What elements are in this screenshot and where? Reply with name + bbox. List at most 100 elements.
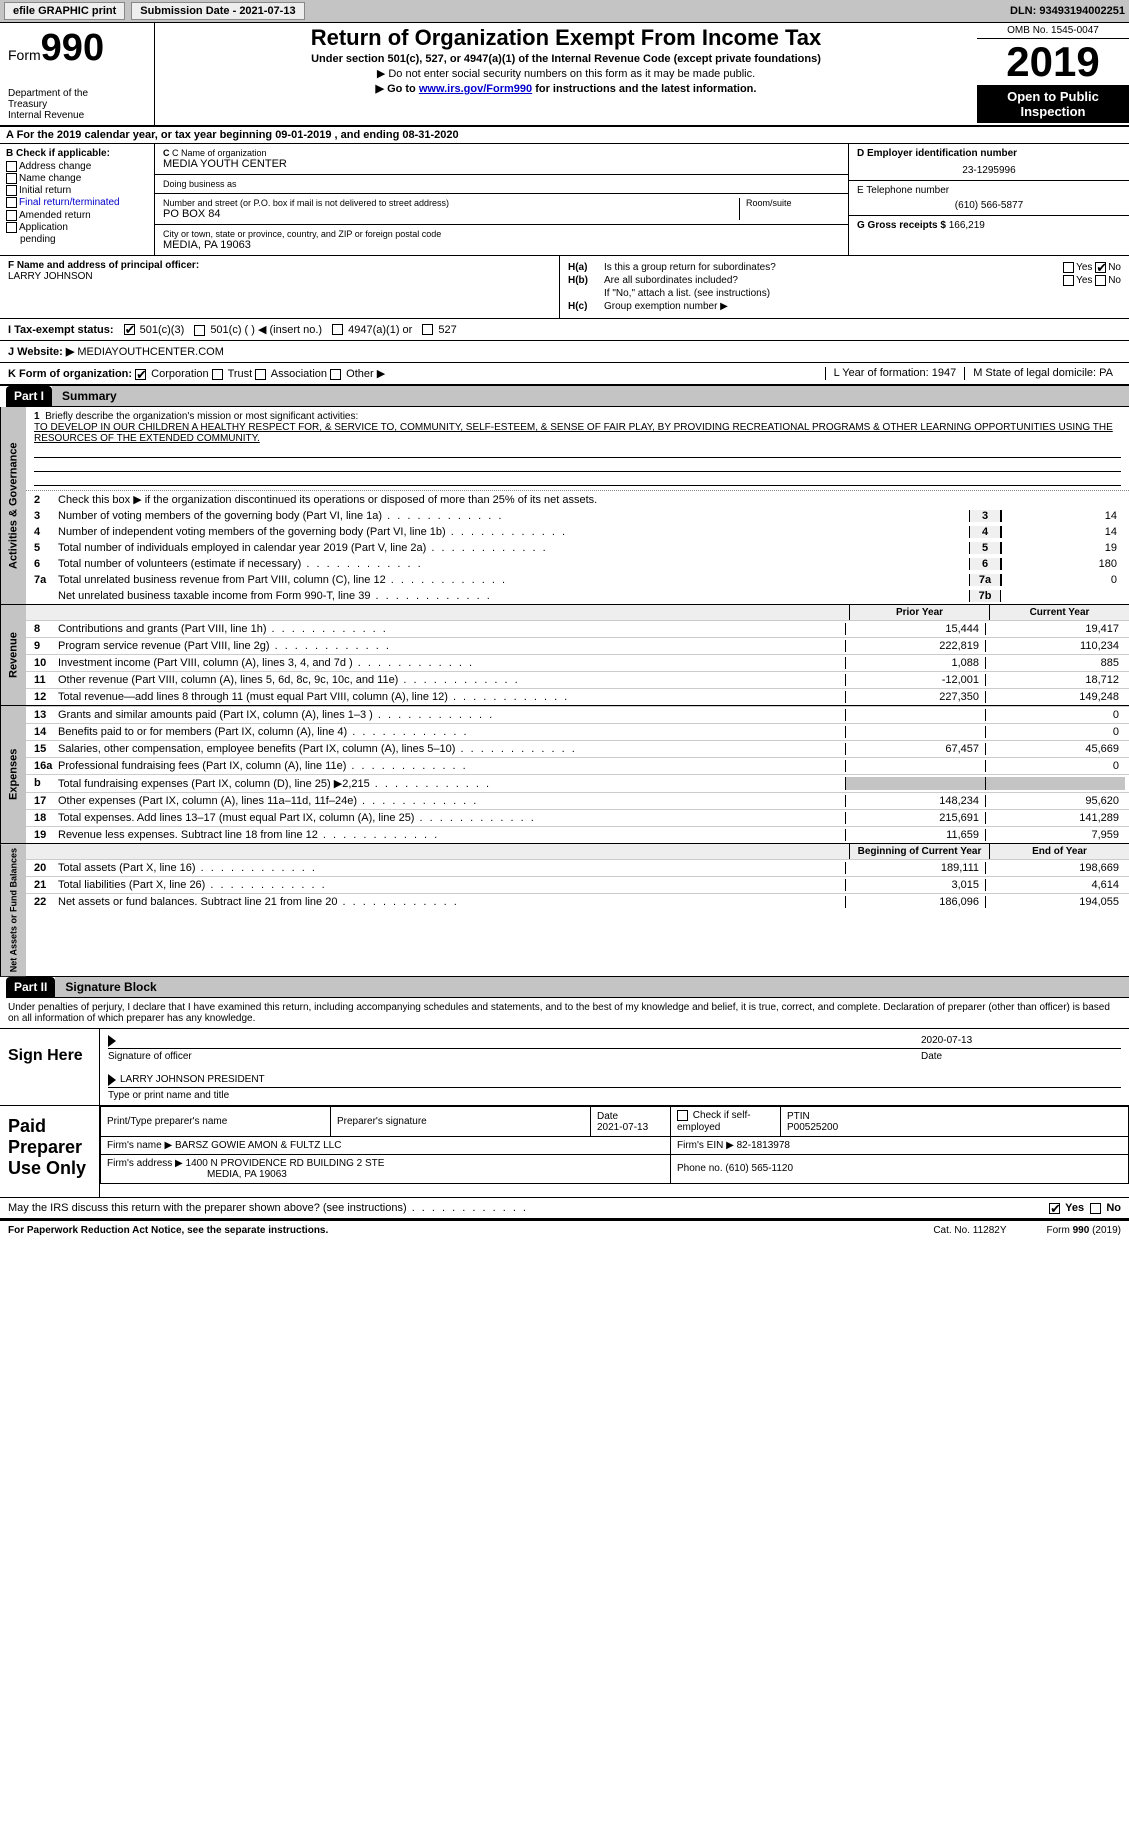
cb-discuss-yes[interactable] <box>1049 1203 1060 1214</box>
ag-line: 4Number of independent voting members of… <box>26 524 1129 540</box>
row-i: I Tax-exempt status: 501(c)(3) 501(c) ( … <box>0 319 1129 341</box>
part1-header: Part I <box>6 386 52 407</box>
cb-final-return[interactable]: Final return/terminated <box>6 197 148 208</box>
open-public: Open to Public Inspection <box>977 85 1129 123</box>
ag-line: 6Total number of volunteers (estimate if… <box>26 556 1129 572</box>
mission-text: TO DEVELOP IN OUR CHILDREN A HEALTHY RES… <box>34 422 1113 444</box>
hc-text: Group exemption number ▶ <box>604 301 1121 312</box>
fin-line: 8Contributions and grants (Part VIII, li… <box>26 620 1129 637</box>
addr-cell: Number and street (or P.O. box if mail i… <box>155 194 848 225</box>
org-form-label: K Form of organization: <box>8 368 132 380</box>
cb-address-change[interactable]: Address change <box>6 161 148 172</box>
discuss-row: May the IRS discuss this return with the… <box>0 1198 1129 1219</box>
cb-assoc[interactable] <box>255 369 266 380</box>
section-bcde: B Check if applicable: Address change Na… <box>0 144 1129 256</box>
form-title: Return of Organization Exempt From Incom… <box>161 25 971 51</box>
header-left: Form990 Department of the Treasury Inter… <box>0 23 155 125</box>
perjury-declaration: Under penalties of perjury, I declare th… <box>0 998 1129 1029</box>
arrow-icon <box>108 1035 116 1047</box>
fin-line: 10Investment income (Part VIII, column (… <box>26 654 1129 671</box>
cb-initial-return[interactable]: Initial return <box>6 185 148 196</box>
form-header: Form990 Department of the Treasury Inter… <box>0 23 1129 127</box>
col-c: C C Name of organization MEDIA YOUTH CEN… <box>155 144 849 255</box>
header-right: OMB No. 1545-0047 2019 Open to Public In… <box>977 23 1129 125</box>
officer-typed: LARRY JOHNSON PRESIDENT <box>120 1074 265 1086</box>
fin-line: 21Total liabilities (Part X, line 26)3,0… <box>26 876 1129 893</box>
q1: 1 Briefly describe the organization's mi… <box>26 407 1129 491</box>
arrow-icon <box>108 1074 116 1086</box>
dept-line3: Internal Revenue <box>8 110 146 121</box>
h-note: If "No," attach a list. (see instruction… <box>604 288 1121 299</box>
state-domicile: M State of legal domicile: PA <box>964 367 1121 380</box>
cb-trust[interactable] <box>212 369 223 380</box>
fin-line: 19Revenue less expenses. Subtract line 1… <box>26 826 1129 843</box>
sign-here-body: 2020-07-13 Signature of officerDate LARR… <box>100 1029 1129 1105</box>
hb-label: H(b) <box>568 275 604 286</box>
footer-mid: Cat. No. 11282Y <box>933 1225 1006 1236</box>
prep-sig-label: Preparer's signature <box>331 1107 591 1136</box>
fin-line: 14Benefits paid to or for members (Part … <box>26 723 1129 740</box>
sig-date: 2020-07-13 <box>921 1035 1121 1047</box>
cb-4947[interactable] <box>332 324 343 335</box>
city-cell: City or town, state or province, country… <box>155 225 848 255</box>
hb-text: Are all subordinates included? <box>604 275 1063 286</box>
website-label: J Website: ▶ <box>8 346 74 358</box>
dept-line2: Treasury <box>8 99 146 110</box>
firm-addr2: MEDIA, PA 19063 <box>107 1169 287 1180</box>
paid-preparer-label: Paid Preparer Use Only <box>0 1106 100 1197</box>
cb-501c[interactable] <box>194 325 205 336</box>
hc-label: H(c) <box>568 301 604 312</box>
fin-line: bTotal fundraising expenses (Part IX, co… <box>26 774 1129 792</box>
part1-exp: Expenses 13Grants and similar amounts pa… <box>0 706 1129 844</box>
sign-here-row: Sign Here 2020-07-13 Signature of office… <box>0 1029 1129 1106</box>
fin-line: 11Other revenue (Part VIII, column (A), … <box>26 671 1129 688</box>
fin-line: 18Total expenses. Add lines 13–17 (must … <box>26 809 1129 826</box>
efile-button[interactable]: efile GRAPHIC print <box>4 2 125 20</box>
form-subtitle: Under section 501(c), 527, or 4947(a)(1)… <box>161 53 971 65</box>
submission-button[interactable]: Submission Date - 2021-07-13 <box>131 2 304 20</box>
na-header: Beginning of Current YearEnd of Year <box>26 844 1129 859</box>
cb-name-change[interactable]: Name change <box>6 173 148 184</box>
irs-link[interactable]: www.irs.gov/Form990 <box>419 83 532 95</box>
col-h: H(a)Is this a group return for subordina… <box>560 256 1129 318</box>
dba-cell: Doing business as <box>155 175 848 194</box>
ha-label: H(a) <box>568 262 604 273</box>
cb-527[interactable] <box>422 324 433 335</box>
cb-app-pending[interactable]: Application <box>6 222 148 233</box>
rev-header: Prior YearCurrent Year <box>26 605 1129 620</box>
cb-other[interactable] <box>330 369 341 380</box>
phone-value: (610) 566-5877 <box>857 196 1121 211</box>
cb-pending: pending <box>6 234 148 245</box>
sign-here-label: Sign Here <box>0 1029 100 1105</box>
fin-line: 15Salaries, other compensation, employee… <box>26 740 1129 757</box>
cb-corp[interactable] <box>135 369 146 380</box>
form-sub2: ▶ Do not enter social security numbers o… <box>161 67 971 80</box>
part1-na: Net Assets or Fund Balances Beginning of… <box>0 844 1129 977</box>
year-formation: L Year of formation: 1947 <box>825 367 965 380</box>
cb-discuss-no[interactable] <box>1090 1203 1101 1214</box>
cb-amended[interactable]: Amended return <box>6 210 148 221</box>
row-k: K Form of organization: Corporation Trus… <box>0 363 1129 386</box>
city-state-zip: MEDIA, PA 19063 <box>163 239 840 251</box>
officer-label: F Name and address of principal officer: <box>8 260 199 271</box>
self-emp-label: Check if self-employed <box>677 1111 751 1133</box>
part2-title: Signature Block <box>55 977 1129 998</box>
part2-header: Part II <box>6 977 55 998</box>
fin-line: 13Grants and similar amounts paid (Part … <box>26 706 1129 723</box>
date-label: Date <box>921 1051 1121 1062</box>
footer-left: For Paperwork Reduction Act Notice, see … <box>8 1225 328 1236</box>
ag-line: Net unrelated business taxable income fr… <box>26 588 1129 604</box>
firm-name: BARSZ GOWIE AMON & FULTZ LLC <box>175 1140 342 1151</box>
preparer-table: Print/Type preparer's name Preparer's si… <box>100 1106 1129 1183</box>
dept-line1: Department of the <box>8 88 146 99</box>
form-sub3b: for instructions and the latest informat… <box>532 83 756 95</box>
q2: 2Check this box ▶ if the organization di… <box>26 491 1129 508</box>
paid-preparer-row: Paid Preparer Use Only Print/Type prepar… <box>0 1106 1129 1198</box>
part1-ag: Activities & Governance 1 Briefly descri… <box>0 407 1129 605</box>
cb-501c3[interactable] <box>124 324 135 335</box>
fin-line: 9Program service revenue (Part VIII, lin… <box>26 637 1129 654</box>
fin-line: 16aProfessional fundraising fees (Part I… <box>26 757 1129 774</box>
col-b-header: B Check if applicable: <box>6 148 148 159</box>
fin-line: 12Total revenue—add lines 8 through 11 (… <box>26 688 1129 705</box>
vtab-expenses: Expenses <box>0 706 26 843</box>
